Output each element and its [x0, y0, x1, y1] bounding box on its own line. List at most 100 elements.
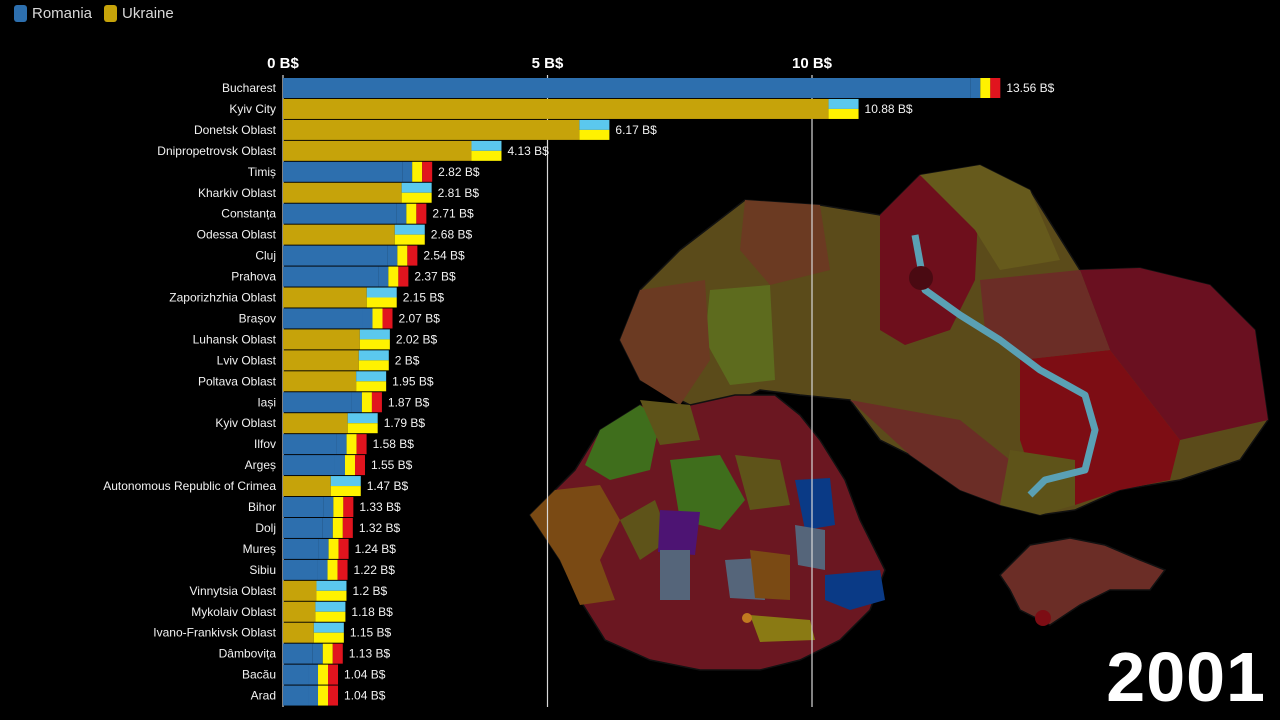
value-label: 2 B$ — [395, 353, 420, 367]
bar-row: Kyiv Oblast 1.79 B$ — [215, 413, 425, 434]
bar — [283, 643, 313, 664]
category-label: Bihor — [248, 500, 276, 514]
map-region — [1000, 450, 1075, 515]
flag-ukraine-yellow — [347, 423, 378, 434]
flag-romania-blue — [402, 161, 413, 182]
bar — [283, 308, 363, 329]
map-region — [750, 615, 815, 642]
value-label: 2.68 B$ — [431, 228, 473, 242]
value-label: 1.55 B$ — [371, 458, 413, 472]
flag-romania-blue — [322, 517, 333, 538]
bar-row: Bucharest 13.56 B$ — [222, 78, 1055, 98]
flag-romania-red — [990, 78, 1001, 98]
bar — [283, 203, 397, 224]
x-tick-label: 5 B$ — [532, 55, 564, 72]
map-region — [980, 270, 1110, 360]
category-label: Dolj — [255, 521, 276, 535]
flag-ukraine-blue — [358, 350, 389, 361]
value-label: 2.02 B$ — [396, 332, 438, 346]
flag-ukraine-blue — [579, 119, 610, 130]
bar-row: Mykolaiv Oblast 1.18 B$ — [191, 601, 393, 622]
map-region — [750, 550, 790, 600]
bar-row: Dolj 1.32 B$ — [255, 517, 401, 538]
category-label: Iași — [257, 395, 276, 409]
value-label: 6.17 B$ — [615, 123, 657, 137]
bar — [283, 517, 323, 538]
bar-row: Bacău 1.04 B$ — [242, 664, 386, 685]
value-label: 13.56 B$ — [1006, 81, 1054, 95]
bar — [283, 287, 367, 308]
flag-romania-red — [422, 161, 433, 182]
legend-label: Ukraine — [122, 5, 174, 22]
category-label: Dâmbovița — [219, 647, 277, 661]
category-label: Argeș — [245, 458, 276, 472]
map-region — [735, 455, 790, 510]
flag-ukraine-yellow — [316, 590, 347, 601]
value-label: 1.04 B$ — [344, 668, 386, 682]
value-label: 1.32 B$ — [359, 521, 401, 535]
bar — [283, 476, 331, 497]
flag-ukraine-blue — [330, 476, 361, 487]
value-label: 4.13 B$ — [507, 144, 549, 158]
flag-romania-yellow — [327, 559, 338, 580]
bar-row: Autonomous Republic of Crimea 1.47 B$ — [103, 476, 408, 497]
flag-ukraine-yellow — [471, 150, 502, 161]
flag-romania-blue — [351, 392, 362, 413]
legend-swatch — [14, 5, 27, 22]
value-label: 2.82 B$ — [438, 165, 480, 179]
legend-item-ukraine: Ukraine — [104, 5, 174, 22]
bar-row: Mureș 1.24 B$ — [243, 538, 396, 559]
bar-row: Kyiv City 10.88 B$ — [229, 98, 913, 119]
flag-romania-red — [407, 245, 418, 266]
flag-ukraine-yellow — [359, 339, 390, 350]
flag-romania-red — [342, 517, 353, 538]
bar-row: Zaporizhzhia Oblast 2.15 B$ — [169, 287, 445, 308]
bar-row: Constanța 2.71 B$ — [221, 203, 474, 224]
value-label: 1.33 B$ — [359, 500, 401, 514]
bar-row: Dnipropetrovsk Oblast 4.13 B$ — [157, 140, 549, 161]
value-label: 1.15 B$ — [350, 626, 392, 640]
category-label: Poltava Oblast — [198, 374, 277, 388]
flag-romania-yellow — [318, 664, 329, 685]
flag-romania-yellow — [333, 497, 344, 517]
category-label: Autonomous Republic of Crimea — [103, 479, 276, 493]
bar-row: Iași 1.87 B$ — [257, 392, 430, 413]
map-region — [660, 550, 690, 600]
flag-ukraine-yellow — [313, 632, 344, 643]
flag-ukraine-blue — [347, 413, 378, 424]
year-label: 2001 — [1106, 638, 1266, 716]
bar — [283, 559, 318, 580]
bar — [283, 622, 314, 643]
bar — [283, 119, 580, 140]
map-crimea — [999, 537, 1167, 626]
flag-romania-red — [328, 664, 339, 685]
legend: Romania Ukraine — [14, 5, 174, 22]
flag-romania-yellow — [332, 517, 343, 538]
map-region — [530, 485, 620, 560]
value-label: 2.37 B$ — [414, 270, 456, 284]
value-label: 1.2 B$ — [352, 584, 387, 598]
flag-romania-blue — [308, 685, 319, 706]
bar — [283, 78, 971, 98]
bar-row: Cluj 2.54 B$ — [255, 245, 465, 266]
flag-romania-red — [337, 559, 348, 580]
category-label: Mureș — [243, 542, 276, 556]
map-region — [740, 200, 830, 285]
legend-label: Romania — [32, 5, 93, 22]
bar-row: Vinnytsia Oblast 1.2 B$ — [190, 580, 387, 601]
flag-ukraine-blue — [356, 371, 387, 382]
category-label: Cluj — [255, 249, 276, 263]
x-axis: 0 B$ 5 B$ 10 B$ — [267, 55, 833, 72]
flag-romania-yellow — [346, 434, 357, 455]
bar — [283, 497, 324, 517]
flag-ukraine-yellow — [579, 129, 610, 140]
bar — [283, 245, 388, 266]
map-region — [880, 175, 980, 345]
flag-romania-blue — [323, 497, 334, 517]
value-label: 2.81 B$ — [438, 186, 480, 200]
flag-ukraine-yellow — [358, 360, 389, 371]
value-label: 2.15 B$ — [403, 291, 445, 305]
flag-romania-red — [332, 643, 343, 664]
category-label: Ilfov — [254, 437, 276, 451]
bar-row: Ilfov 1.58 B$ — [254, 434, 414, 455]
